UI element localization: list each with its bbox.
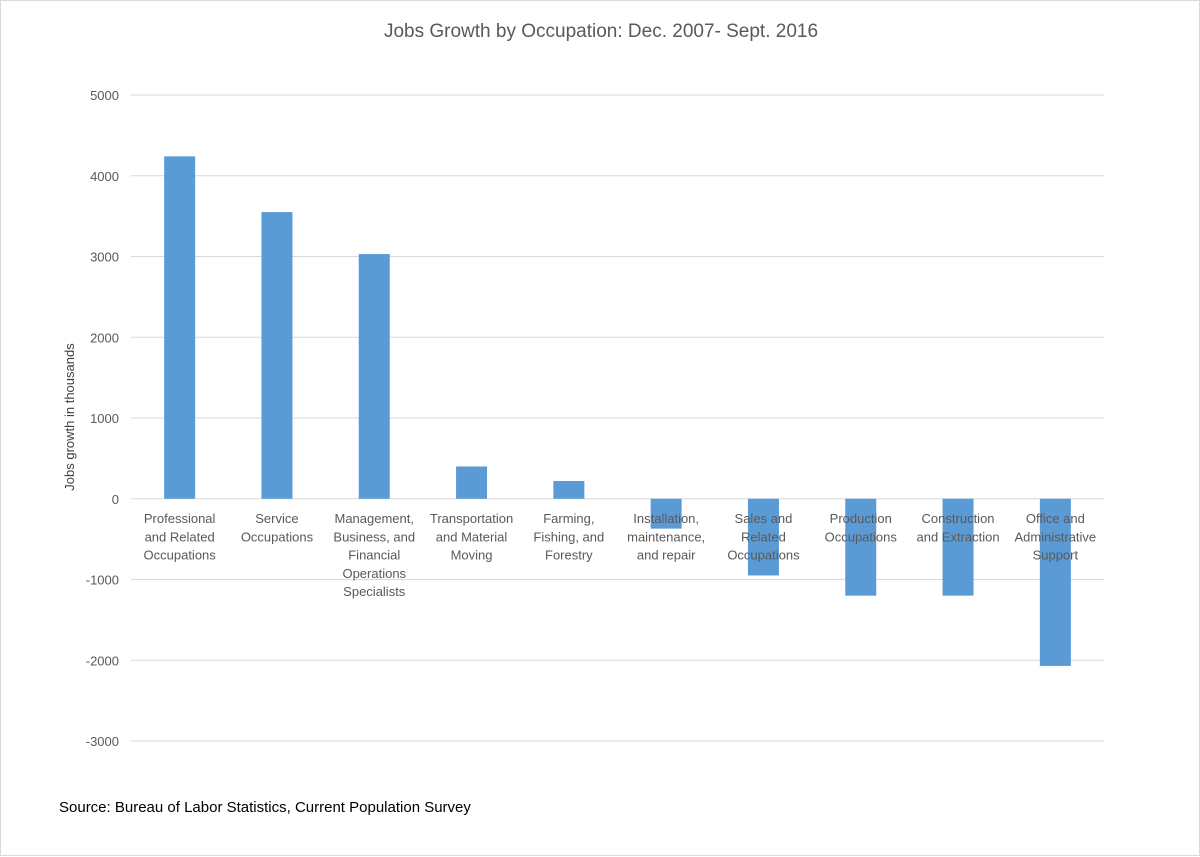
bar (261, 212, 293, 499)
bar (650, 498, 682, 529)
x-tick-label-line: Operations (342, 566, 406, 581)
y-tick-label: 1000 (90, 411, 119, 426)
y-tick-label: 5000 (90, 88, 119, 103)
bar (845, 498, 877, 596)
y-axis-ticks: 5000 4000 3000 2000 1000 0 -1000 -2000 -3000 (86, 88, 119, 749)
x-tick-label-line: Specialists (343, 584, 406, 599)
x-tick-label-line: Occupations (241, 529, 314, 544)
x-tick-label-line: and Extraction (916, 529, 999, 544)
bar (553, 480, 585, 499)
x-tick-label-line: Occupations (144, 548, 217, 563)
bar (456, 466, 488, 499)
x-tick-label-line: Service (255, 511, 298, 526)
x-tick-label-line: Installation, (633, 511, 699, 526)
x-tick-label: Professional and Related Occupations (144, 511, 217, 563)
bar (358, 254, 390, 499)
x-tick-label-line: Professional (144, 511, 216, 526)
x-tick-label-line: Forestry (545, 548, 593, 563)
x-tick-label: Farming, Fishing, and Forestry (533, 511, 604, 563)
x-tick-label-line: Business, and (333, 529, 415, 544)
x-tick-label-line: and repair (637, 548, 696, 563)
x-tick-label-line: Related (741, 529, 786, 544)
chart-title: Jobs Growth by Occupation: Dec. 2007- Se… (384, 21, 818, 42)
x-tick-label-line: Occupations (727, 548, 800, 563)
x-tick-label-line: Construction (922, 511, 995, 526)
y-tick-label: 4000 (90, 169, 119, 184)
x-tick-label-line: Fishing, and (533, 529, 604, 544)
x-tick-label: Installation, maintenance, and repair (627, 511, 705, 563)
gridlines (131, 94, 1104, 742)
x-axis-category-labels: Professional and Related OccupationsServic… (144, 511, 1097, 599)
y-axis-label: Jobs growth in thousands (62, 343, 77, 491)
y-tick-label: 2000 (90, 330, 119, 345)
y-tick-label: -3000 (86, 734, 119, 749)
bars (164, 156, 1071, 666)
x-tick-label-line: Financial (348, 548, 400, 563)
y-tick-label: 3000 (90, 250, 119, 265)
bar (1039, 498, 1071, 666)
x-tick-label-line: Farming, (543, 511, 594, 526)
x-tick-label: Office and Administrative Support (1015, 511, 1097, 563)
x-tick-label-line: Production (830, 511, 892, 526)
x-tick-label-line: Administrative (1015, 529, 1097, 544)
x-tick-label: Construction and Extraction (916, 511, 999, 544)
x-tick-label: Management, Business, and Financial Operati… (333, 511, 415, 599)
x-tick-label-line: and Material (436, 529, 508, 544)
x-tick-label-line: maintenance, (627, 529, 705, 544)
y-tick-label: -1000 (86, 573, 119, 588)
x-tick-label-line: Office and (1026, 511, 1085, 526)
x-tick-label-line: Management, (335, 511, 415, 526)
x-tick-label-line: Moving (451, 548, 493, 563)
y-tick-label: 0 (112, 492, 119, 507)
x-tick-label-line: and Related (145, 529, 215, 544)
bar (747, 498, 779, 576)
bar (942, 498, 974, 596)
x-tick-label-line: Occupations (825, 529, 898, 544)
x-tick-label: Service Occupations (241, 511, 314, 544)
x-tick-label: Transportation and Material Moving (430, 511, 513, 563)
source-note: Source: Bureau of Labor Statistics, Curr… (59, 799, 471, 816)
bar (164, 156, 196, 499)
x-tick-label-line: Sales and (735, 511, 793, 526)
x-tick-label-line: Transportation (430, 511, 513, 526)
y-tick-label: -2000 (86, 653, 119, 668)
x-tick-label: Sales and Related Occupations (727, 511, 800, 563)
x-tick-label: Production Occupations (825, 511, 898, 544)
x-tick-label-line: Support (1033, 548, 1079, 563)
